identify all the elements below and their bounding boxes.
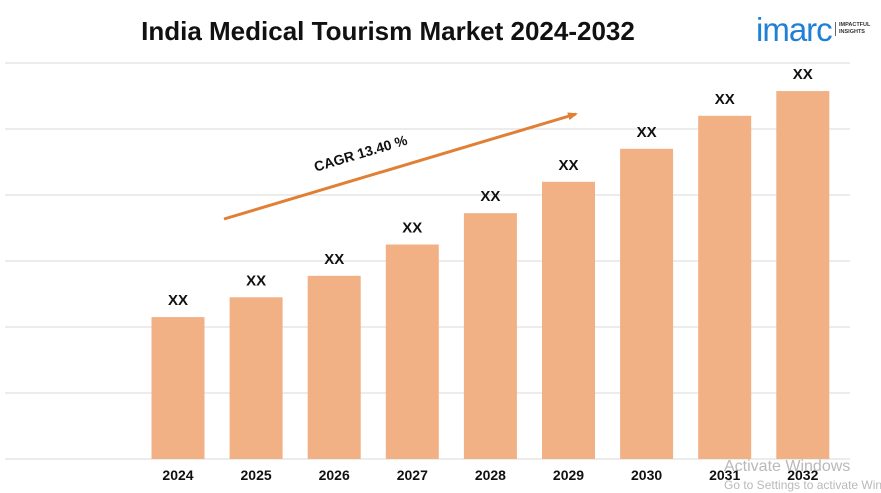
- data-label-2026: XX: [324, 251, 344, 268]
- chart-title: India Medical Tourism Market 2024-2032: [141, 16, 635, 46]
- data-label-2031: XX: [715, 91, 735, 108]
- data-label-2027: XX: [402, 220, 422, 237]
- x-tick-label-2030: 2030: [631, 467, 662, 483]
- watermark-line-1: Activate Windows: [724, 458, 851, 475]
- bar-2032: [776, 91, 830, 460]
- bar-2024: [151, 317, 205, 459]
- x-tick-label-2031: 2031: [709, 467, 740, 483]
- bar-2026: [307, 275, 361, 459]
- x-tick-label-2024: 2024: [162, 467, 193, 483]
- data-label-2030: XX: [637, 124, 657, 141]
- logo-tagline: IMPACTFUL INSIGHTS: [835, 22, 873, 36]
- x-tick-label-2029: 2029: [553, 467, 584, 483]
- cagr-arrow: [223, 112, 578, 221]
- data-label-2032: XX: [793, 66, 813, 83]
- watermark-line-2: Go to Settings to activate Windows.: [724, 478, 881, 492]
- data-label-2029: XX: [558, 157, 578, 174]
- logo-wordmark: imarc: [756, 11, 833, 48]
- bar-2028: [463, 213, 517, 459]
- bar-2031: [698, 115, 752, 460]
- data-label-2028: XX: [480, 188, 500, 205]
- x-tick-label-2026: 2026: [319, 467, 350, 483]
- bar-2029: [542, 181, 595, 460]
- x-tick-label-2028: 2028: [475, 467, 506, 483]
- bar-2027: [385, 244, 439, 459]
- data-label-2025: XX: [246, 272, 266, 289]
- x-tick-label-2032: 2032: [787, 467, 818, 483]
- x-tick-label-2025: 2025: [241, 467, 272, 483]
- bar-2030: [620, 148, 674, 460]
- activate-windows-watermark: Activate Windows Go to Settings to activ…: [724, 458, 881, 492]
- x-tick-label-2027: 2027: [397, 467, 428, 483]
- data-label-2024: XX: [168, 292, 188, 309]
- imarc-logo: imarc IMPACTFUL INSIGHTS: [756, 8, 870, 48]
- bar-2025: [229, 297, 283, 459]
